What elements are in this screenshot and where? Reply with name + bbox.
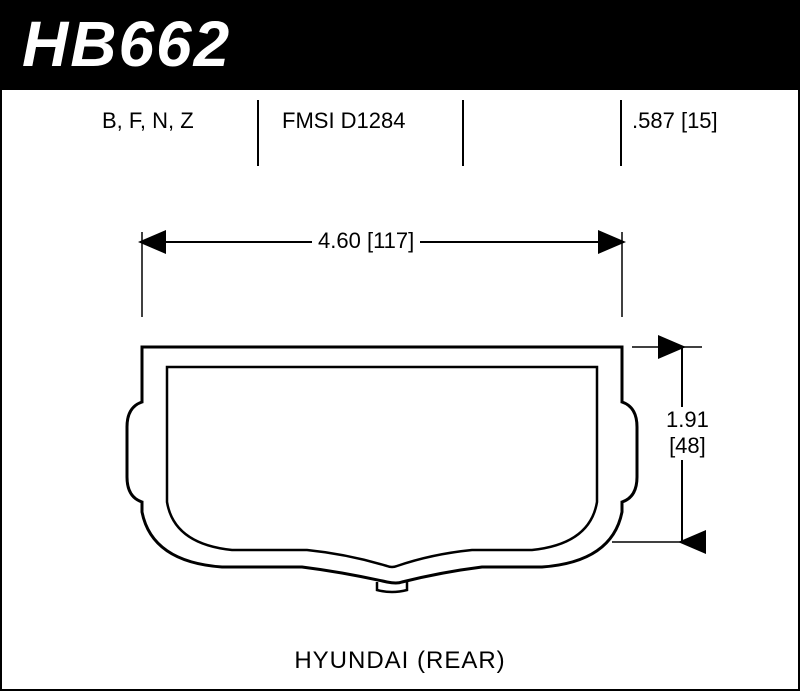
- header-bar: HB662: [2, 2, 798, 90]
- thickness-value: .587 [15]: [632, 108, 718, 134]
- width-mm: [117]: [367, 228, 414, 253]
- height-label: 1.91 [48]: [660, 407, 715, 460]
- divider-2: [462, 100, 464, 166]
- fmsi-code: FMSI D1284: [282, 108, 406, 134]
- application-label: HYUNDAI (REAR): [2, 647, 798, 675]
- divider-1: [257, 100, 259, 166]
- thickness-in: .587: [632, 108, 675, 133]
- width-in: 4.60: [318, 228, 361, 253]
- width-label: 4.60 [117]: [312, 228, 420, 254]
- spec-sheet: HB662 B, F, N, Z FMSI D1284 .587 [15]: [0, 0, 800, 691]
- info-row: B, F, N, Z FMSI D1284 .587 [15]: [2, 90, 798, 170]
- thickness-mm: [15]: [681, 108, 718, 133]
- pad-backing-plate: [127, 347, 637, 583]
- divider-3: [620, 100, 622, 166]
- diagram-area: 4.60 [117] 1.91 [48] HYUNDAI (REAR): [2, 172, 798, 689]
- height-in: 1.91: [666, 407, 709, 433]
- part-number: HB662: [22, 7, 231, 81]
- compounds-list: B, F, N, Z: [102, 108, 194, 134]
- pad-friction-outline: [167, 367, 597, 567]
- height-mm: [48]: [666, 433, 709, 459]
